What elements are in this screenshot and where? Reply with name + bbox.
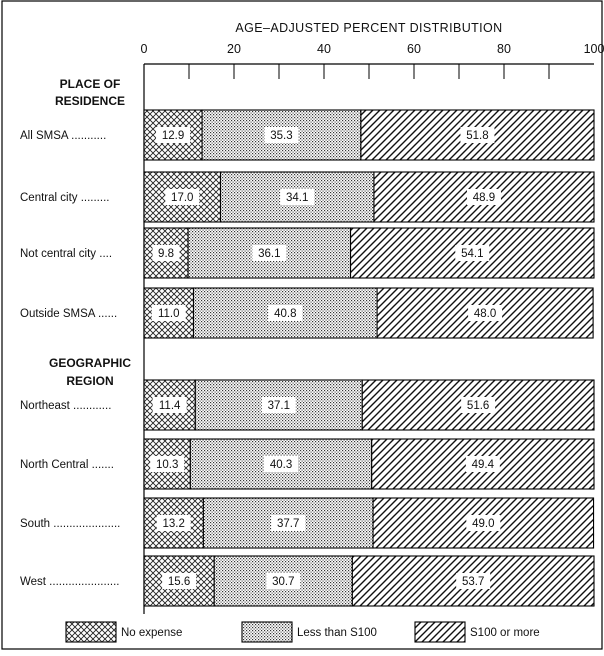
category-label: Not central city .... [20, 248, 112, 260]
data-label-bg [151, 305, 186, 321]
category-label: Central city ......... [20, 192, 109, 204]
data-label-bg [165, 189, 200, 205]
category-label: South ..................... [20, 518, 120, 530]
data-label-bg [264, 127, 299, 143]
x-tick-label: 100 [584, 42, 604, 56]
data-label-bg [455, 245, 490, 261]
data-label-bg [264, 456, 299, 472]
group-label: RESIDENCE [55, 94, 125, 108]
legend-swatch [414, 621, 466, 643]
data-label: 11.4 [159, 400, 181, 412]
legend-swatch [241, 621, 293, 643]
data-label: 9.8 [158, 248, 174, 260]
x-tick-label: 80 [497, 42, 511, 56]
data-label-bg [271, 515, 306, 531]
chart-title: AGE–ADJUSTED PERCENT DISTRIBUTION [235, 21, 502, 35]
bar-segment [143, 497, 204, 549]
data-label-bg [266, 573, 301, 589]
data-label: 12.9 [162, 130, 184, 142]
group-label: PLACE OF [60, 77, 121, 91]
data-label: 53.7 [462, 576, 484, 588]
data-label-bg [156, 127, 191, 143]
data-label: 51.6 [467, 400, 489, 412]
data-label-bg [466, 515, 501, 531]
row-labels: All SMSA ........... Central city .......… [20, 130, 120, 588]
bar-segment [143, 555, 215, 607]
data-label-bg [268, 305, 303, 321]
legend-label: Less than S100 [297, 627, 377, 639]
category-label: Outside SMSA ...... [20, 308, 117, 320]
category-label: All SMSA ........... [20, 130, 106, 142]
legend: No expense Less than S100 S100 or more [65, 621, 540, 643]
data-label: 48.9 [473, 192, 495, 204]
data-label-bg [465, 456, 500, 472]
data-label: 40.8 [274, 308, 296, 320]
group-labels: PLACE OF RESIDENCE GEOGRAPHIC REGION [49, 77, 131, 388]
bar-segment [373, 171, 595, 223]
data-label-bg [466, 189, 501, 205]
category-label: Northeast ............ [20, 400, 111, 412]
data-label: 34.1 [286, 192, 308, 204]
data-label: 49.0 [472, 518, 494, 530]
data-label-bg [150, 456, 185, 472]
x-tick-label: 60 [407, 42, 421, 56]
data-label: 54.1 [461, 248, 483, 260]
category-label: West ...................... [20, 576, 119, 588]
category-label: North Central ....... [20, 459, 114, 471]
bars: 12.9 35.3 51.8 17.0 34.1 48.9 9.8 36.1 54.1 11.0 4… [143, 109, 595, 607]
x-axis: AGE–ADJUSTED PERCENT DISTRIBUTION 0 20 40 60… [141, 21, 604, 614]
data-label: 51.8 [466, 130, 488, 142]
data-label: 40.3 [270, 459, 292, 471]
data-label-bg [252, 245, 287, 261]
bar-segment [349, 227, 595, 279]
data-label-bg [460, 127, 495, 143]
data-label-bg [152, 245, 180, 261]
x-tick-label: 40 [317, 42, 331, 56]
group-label: REGION [66, 374, 113, 388]
data-label-bg [152, 397, 187, 413]
data-label: 10.3 [156, 459, 178, 471]
data-label: 49.4 [472, 459, 495, 471]
data-label-bg [280, 189, 315, 205]
data-label-bg [261, 397, 296, 413]
data-label: 37.7 [277, 518, 299, 530]
legend-label: S100 or more [470, 627, 540, 639]
group-label: GEOGRAPHIC [49, 356, 131, 370]
x-tick-label: 20 [227, 42, 241, 56]
data-label: 15.6 [168, 576, 190, 588]
data-label-bg [162, 573, 197, 589]
data-label: 30.7 [272, 576, 294, 588]
legend-swatch [65, 621, 117, 643]
data-label-bg [456, 573, 491, 589]
legend-label: No expense [121, 627, 182, 639]
data-label-bg [461, 397, 496, 413]
x-tick-label: 0 [141, 42, 148, 56]
data-label: 36.1 [258, 248, 280, 260]
data-label: 35.3 [270, 130, 292, 142]
data-label: 37.1 [268, 400, 290, 412]
data-label: 13.2 [163, 518, 185, 530]
data-label-bg [468, 305, 503, 321]
data-label: 11.0 [158, 308, 180, 320]
data-label: 48.0 [474, 308, 496, 320]
data-label-bg [156, 515, 191, 531]
data-label: 17.0 [171, 192, 193, 204]
